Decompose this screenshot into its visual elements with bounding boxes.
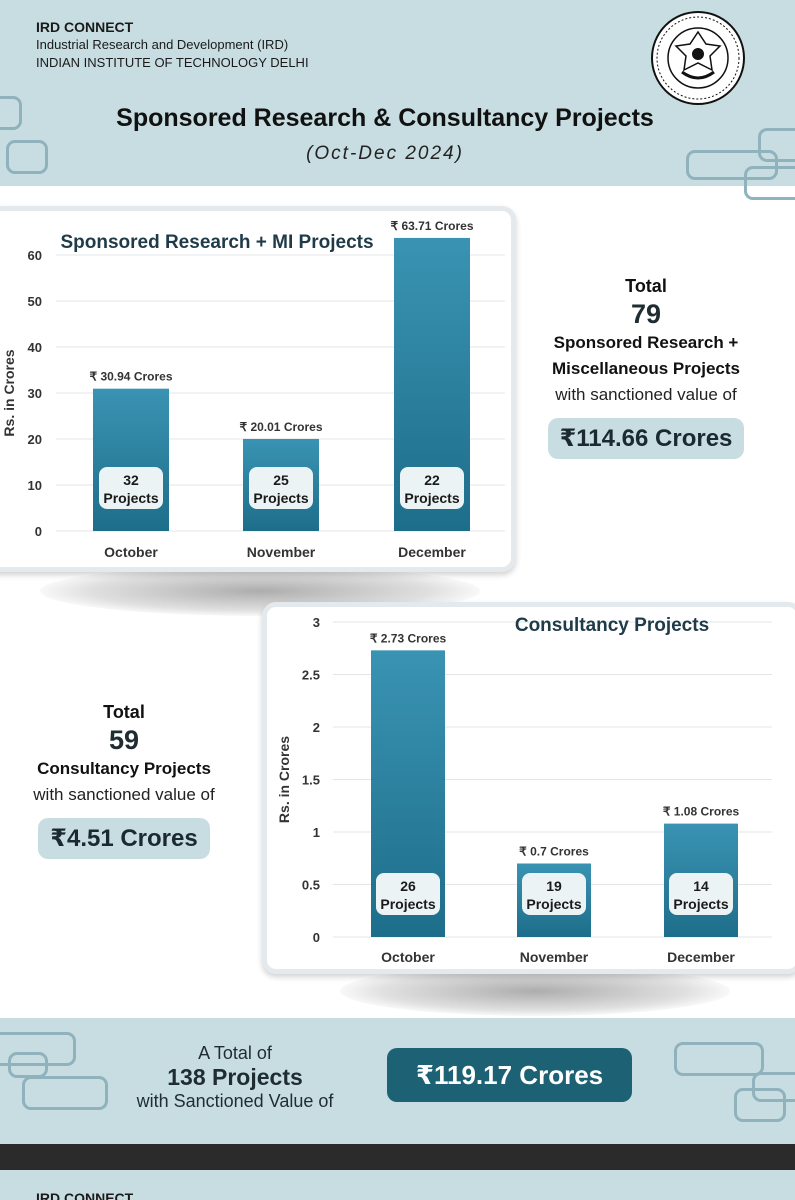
y-tick-label: 2	[313, 720, 320, 735]
chart-title: Sponsored Research + MI Projects	[60, 232, 373, 253]
consultancy-desc-line2: with sanctioned value of	[33, 785, 215, 804]
sponsored-summary: Total 79 Sponsored Research + Miscellane…	[530, 276, 762, 459]
x-category-label: December	[398, 544, 466, 560]
bar-value-label: ₹ 63.71 Crores	[390, 219, 473, 233]
total-banner: A Total of 138 Projects with Sanctioned …	[0, 1018, 795, 1144]
decor-shape	[744, 166, 795, 200]
y-tick-label: 2.5	[302, 668, 320, 683]
sponsored-value-pill: ₹114.66 Crores	[547, 418, 745, 459]
header-banner: IRD CONNECT Industrial Research and Deve…	[0, 0, 795, 200]
y-tick-label: 20	[28, 432, 42, 447]
decor-shape	[686, 150, 778, 180]
project-count-badge	[249, 467, 313, 509]
consultancy-desc-line1: Consultancy Projects	[37, 759, 211, 778]
decor-shape	[22, 1076, 108, 1110]
decor-shape	[6, 140, 48, 174]
org-line-ird: Industrial Research and Development (IRD…	[36, 37, 289, 52]
x-category-label: November	[520, 949, 589, 965]
project-count-badge	[669, 873, 733, 915]
project-count-badge	[99, 467, 163, 509]
next-page-header: IRD CONNECT	[0, 1170, 795, 1200]
y-tick-label: 60	[28, 248, 42, 263]
project-count: 32	[123, 472, 139, 488]
project-word: Projects	[404, 490, 459, 506]
banner-text: A Total of 138 Projects with Sanctioned …	[110, 1042, 360, 1112]
decor-shape	[752, 1072, 795, 1102]
sponsored-desc-line2: Miscellaneous Projects	[551, 359, 741, 378]
y-axis-label: Rs. in Crores	[1, 349, 17, 436]
y-tick-label: 50	[28, 294, 42, 309]
consultancy-value-pill: ₹4.51 Crores	[38, 818, 210, 859]
page-title: Sponsored Research & Consultancy Project…	[116, 104, 654, 132]
decor-shape	[8, 1052, 48, 1078]
banner-line1: A Total of	[198, 1043, 272, 1063]
consultancy-summary: Total 59 Consultancy Projects with sanct…	[8, 702, 240, 859]
project-word: Projects	[253, 490, 308, 506]
bar-value-label: ₹ 20.01 Crores	[239, 420, 322, 434]
project-count: 25	[273, 472, 289, 488]
x-category-label: October	[381, 949, 435, 965]
next-page-brand: IRD CONNECT	[36, 1190, 134, 1200]
org-line-iit: INDIAN INSTITUTE OF TECHNOLOGY DELHI	[36, 55, 309, 70]
chart-title: Consultancy Projects	[515, 615, 709, 636]
banner-line2: 138 Projects	[167, 1064, 303, 1090]
project-word: Projects	[380, 896, 435, 912]
y-tick-label: 1.5	[302, 773, 320, 788]
brand-name: IRD CONNECT	[36, 19, 134, 35]
project-word: Projects	[673, 896, 728, 912]
decor-shape	[674, 1042, 764, 1076]
consultancy-total-count: 59	[108, 725, 140, 755]
bar	[93, 388, 169, 531]
sponsored-total-label: Total	[625, 276, 667, 296]
y-tick-label: 10	[28, 478, 42, 493]
grand-total-value: ₹119.17 Crores	[387, 1048, 632, 1102]
project-count-badge	[376, 873, 440, 915]
org-block: IRD CONNECT Industrial Research and Deve…	[36, 18, 309, 72]
bar-value-label: ₹ 30.94 Crores	[89, 370, 172, 384]
project-count-badge	[400, 467, 464, 509]
x-category-label: November	[247, 544, 316, 560]
y-tick-label: 0	[35, 524, 42, 539]
iit-delhi-seal-icon	[651, 11, 745, 105]
project-count-badge	[522, 873, 586, 915]
y-tick-label: 1	[313, 825, 320, 840]
bar-value-label: ₹ 1.08 Crores	[663, 805, 740, 819]
project-count: 19	[546, 878, 562, 894]
bar-value-label: ₹ 0.7 Crores	[519, 845, 589, 859]
project-count: 14	[693, 878, 709, 894]
sponsored-desc-line3: with sanctioned value of	[555, 385, 737, 404]
y-tick-label: 3	[313, 615, 320, 630]
card-shadow	[340, 966, 730, 1016]
x-category-label: December	[667, 949, 735, 965]
decor-shape	[734, 1088, 786, 1122]
bar-value-label: ₹ 2.73 Crores	[370, 631, 447, 645]
x-category-label: October	[104, 544, 158, 560]
project-count: 26	[400, 878, 416, 894]
banner-line3: with Sanctioned Value of	[136, 1091, 334, 1111]
y-tick-label: 40	[28, 340, 42, 355]
sponsored-desc-line1: Sponsored Research +	[553, 333, 739, 352]
y-tick-label: 0	[313, 930, 320, 945]
project-word: Projects	[526, 896, 581, 912]
consultancy-total-label: Total	[103, 702, 145, 722]
project-word: Projects	[103, 490, 158, 506]
sponsored-total-count: 79	[630, 299, 662, 329]
decor-shape	[0, 96, 22, 130]
page-subtitle: (Oct-Dec 2024)	[306, 143, 464, 164]
y-axis-label: Rs. in Crores	[276, 736, 292, 823]
project-count: 22	[424, 472, 440, 488]
page-divider	[0, 1144, 795, 1170]
decor-shape	[0, 1032, 76, 1066]
y-tick-label: 0.5	[302, 878, 320, 893]
y-tick-label: 30	[28, 386, 42, 401]
